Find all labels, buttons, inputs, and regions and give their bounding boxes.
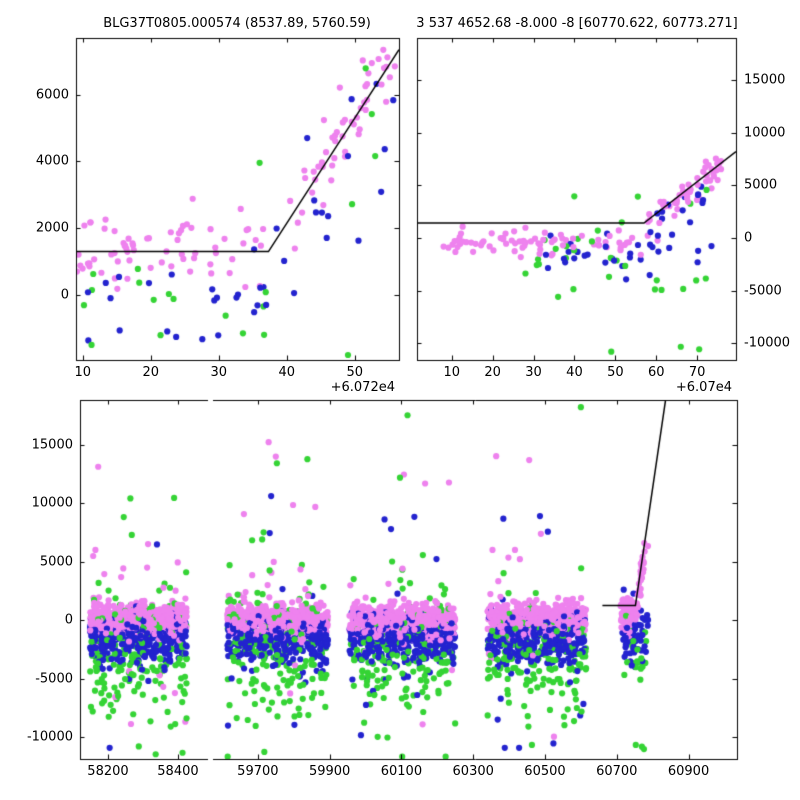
light-curve-figure: BLG37T0805.000574 (8537.89, 5760.59) 3 5… [0, 0, 800, 800]
scatter-plot-canvas [0, 0, 800, 800]
